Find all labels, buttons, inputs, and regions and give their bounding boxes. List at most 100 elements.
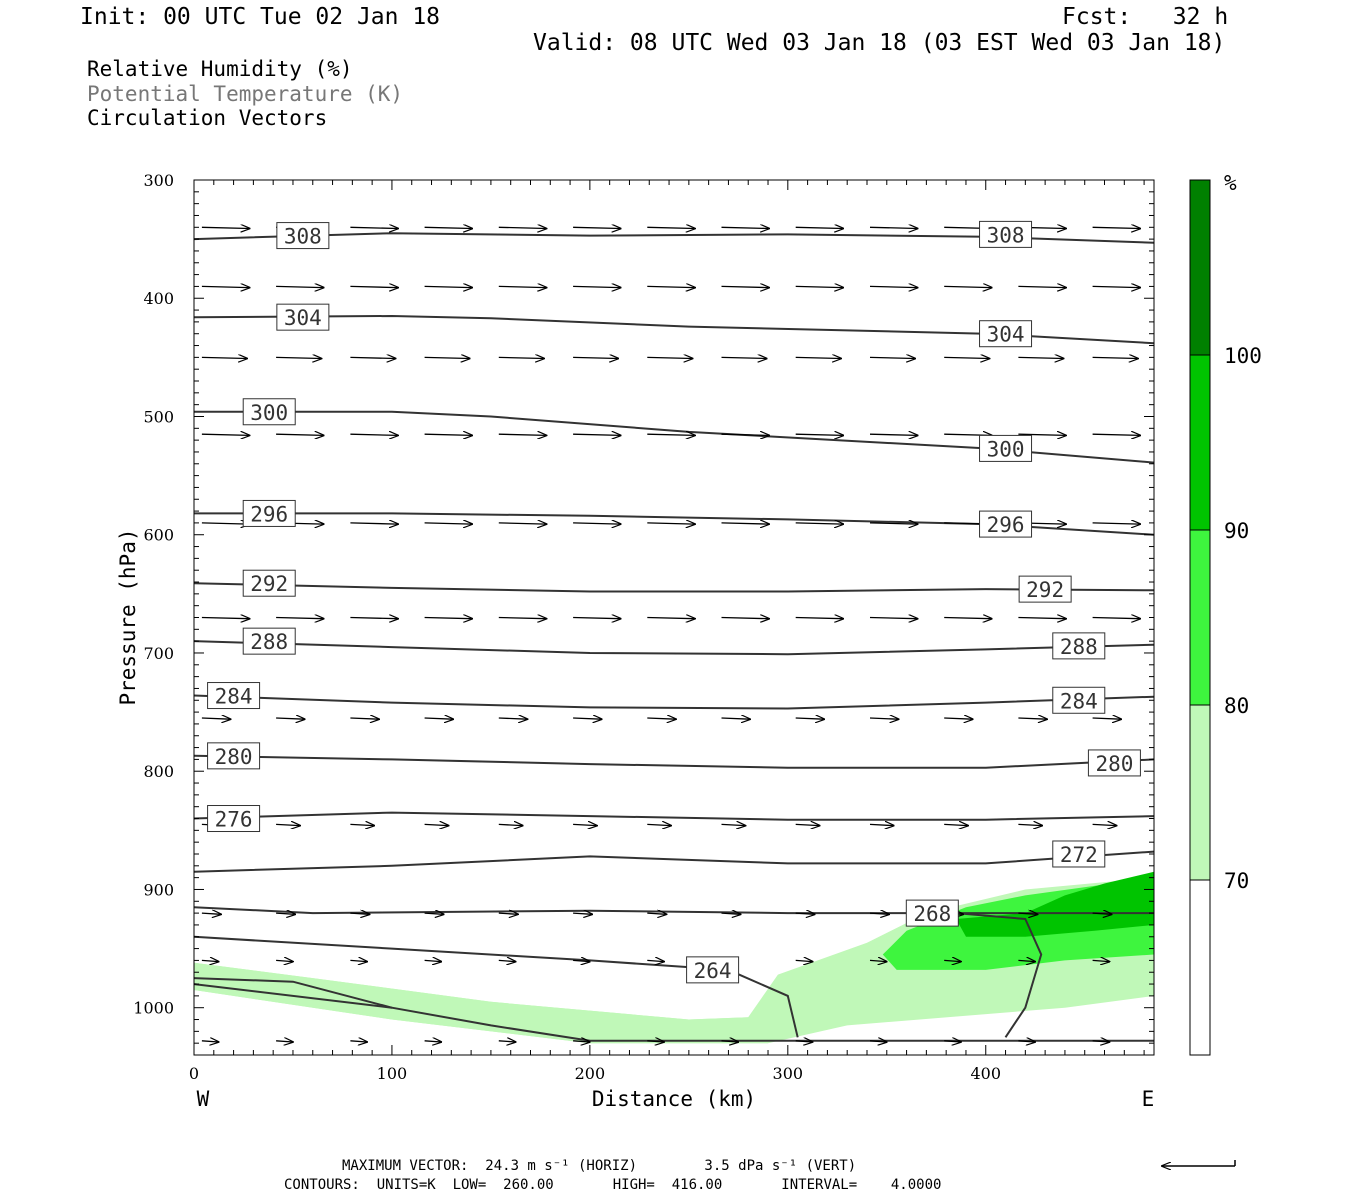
contour-label-264: 264 xyxy=(694,959,732,983)
circulation-vector xyxy=(647,913,666,914)
circulation-vector xyxy=(424,718,454,719)
x-tick-label-300: 300 xyxy=(773,1064,804,1083)
circulation-vector xyxy=(498,618,547,619)
theta-contour-268-east xyxy=(956,912,1043,1038)
circulation-vector xyxy=(276,434,324,435)
circulation-vector xyxy=(1018,618,1066,619)
circulation-vector xyxy=(201,357,247,358)
circulation-vector xyxy=(721,523,770,524)
circulation-vector xyxy=(1092,824,1117,825)
circulation-vector xyxy=(1018,960,1035,961)
circulation-vector xyxy=(498,718,528,719)
contour-label-box xyxy=(242,499,296,527)
circulation-vector xyxy=(944,357,989,358)
contour-label-box xyxy=(979,510,1033,538)
circulation-vector xyxy=(276,913,295,914)
contour-label-box xyxy=(242,398,296,426)
circulation-vector xyxy=(1018,824,1042,825)
circulation-vector xyxy=(573,913,592,914)
circulation-vector xyxy=(795,286,844,287)
y-tick-label-300: 300 xyxy=(143,171,174,190)
init-time: Init: 00 UTC Tue 02 Jan 18 xyxy=(80,4,441,30)
circulation-vector xyxy=(276,824,300,825)
circulation-vector xyxy=(795,227,844,228)
circulation-vector xyxy=(276,960,293,961)
circulation-vector xyxy=(350,227,398,228)
contour-label-296: 296 xyxy=(987,513,1025,537)
circulation-vector xyxy=(721,434,770,435)
circulation-vector xyxy=(1092,227,1141,228)
contour-label-box xyxy=(979,220,1033,248)
circulation-vector xyxy=(944,960,961,961)
circulation-vector xyxy=(1018,434,1066,435)
contour-label-box xyxy=(207,805,261,833)
circulation-vector xyxy=(1092,286,1141,287)
contour-label-box xyxy=(242,627,296,655)
theta-contour-surface xyxy=(194,983,1154,1042)
contour-label-284: 284 xyxy=(1060,689,1098,713)
y-tick-label-900: 900 xyxy=(143,880,174,899)
circulation-vector xyxy=(350,286,398,287)
forecast-hour: Fcst: 32 h xyxy=(1062,4,1229,30)
circulation-vector xyxy=(795,357,841,358)
colorbar-label-80: 80 xyxy=(1224,694,1249,718)
contour-label-box xyxy=(1018,575,1072,603)
circulation-vector xyxy=(498,824,523,825)
contour-label-292: 292 xyxy=(1026,578,1064,602)
x-axis-label: Distance (km) xyxy=(592,1087,756,1111)
circulation-vector xyxy=(647,357,692,358)
contour-label-box xyxy=(1052,686,1106,714)
circulation-vector xyxy=(1092,523,1141,524)
circulation-vector xyxy=(276,618,324,619)
circulation-vector xyxy=(573,960,590,961)
circulation-vector xyxy=(276,718,305,719)
contour-label-288: 288 xyxy=(1060,635,1098,659)
circulation-vector xyxy=(573,434,621,435)
circulation-vector xyxy=(424,434,473,435)
circulation-vector xyxy=(795,434,844,435)
contour-label-box xyxy=(1087,749,1141,777)
colorbar-segment xyxy=(1190,880,1210,1055)
circulation-vector xyxy=(498,357,544,358)
circulation-vector xyxy=(350,960,367,961)
circulation-vector xyxy=(573,227,621,228)
circulation-vector xyxy=(795,718,825,719)
contour-label-268: 268 xyxy=(913,902,951,926)
circulation-vector xyxy=(869,523,918,524)
colorbar-label-90: 90 xyxy=(1224,519,1249,543)
circulation-vector xyxy=(201,286,250,287)
circulation-vector xyxy=(721,1041,739,1042)
circulation-vector xyxy=(573,286,621,287)
circulation-vector xyxy=(1092,718,1122,719)
circulation-vector xyxy=(1092,1041,1110,1042)
circulation-vector xyxy=(647,434,695,435)
rh-region-90 xyxy=(956,871,1154,937)
circulation-vector xyxy=(276,357,321,358)
contour-label-280: 280 xyxy=(215,745,253,769)
circulation-vector xyxy=(350,357,395,358)
circulation-vector xyxy=(647,1041,664,1042)
theta-contour-284 xyxy=(194,694,1154,710)
contour-label-box xyxy=(686,956,740,984)
contour-label-box xyxy=(207,682,261,710)
contour-label-300: 300 xyxy=(987,437,1025,461)
circulation-vector xyxy=(1092,913,1112,914)
circulation-vector xyxy=(424,227,473,228)
contour-label-box xyxy=(1052,840,1106,868)
contour-label-296: 296 xyxy=(250,502,288,526)
circulation-vector xyxy=(721,618,770,619)
circulation-vector xyxy=(1092,434,1141,435)
circulation-vector xyxy=(1018,913,1037,914)
x-west-label: W xyxy=(197,1087,210,1111)
contour-label-300: 300 xyxy=(250,401,288,425)
circulation-vector xyxy=(944,718,973,719)
circulation-vector xyxy=(498,434,547,435)
circulation-vector xyxy=(869,824,894,825)
colorbar-label-70: 70 xyxy=(1224,869,1249,893)
contour-label-box xyxy=(207,742,261,770)
circulation-vector xyxy=(201,1041,219,1042)
circulation-vector xyxy=(573,718,602,719)
colorbar-segment xyxy=(1190,530,1210,705)
legend-relative-humidity: Relative Humidity (%) xyxy=(87,57,353,81)
